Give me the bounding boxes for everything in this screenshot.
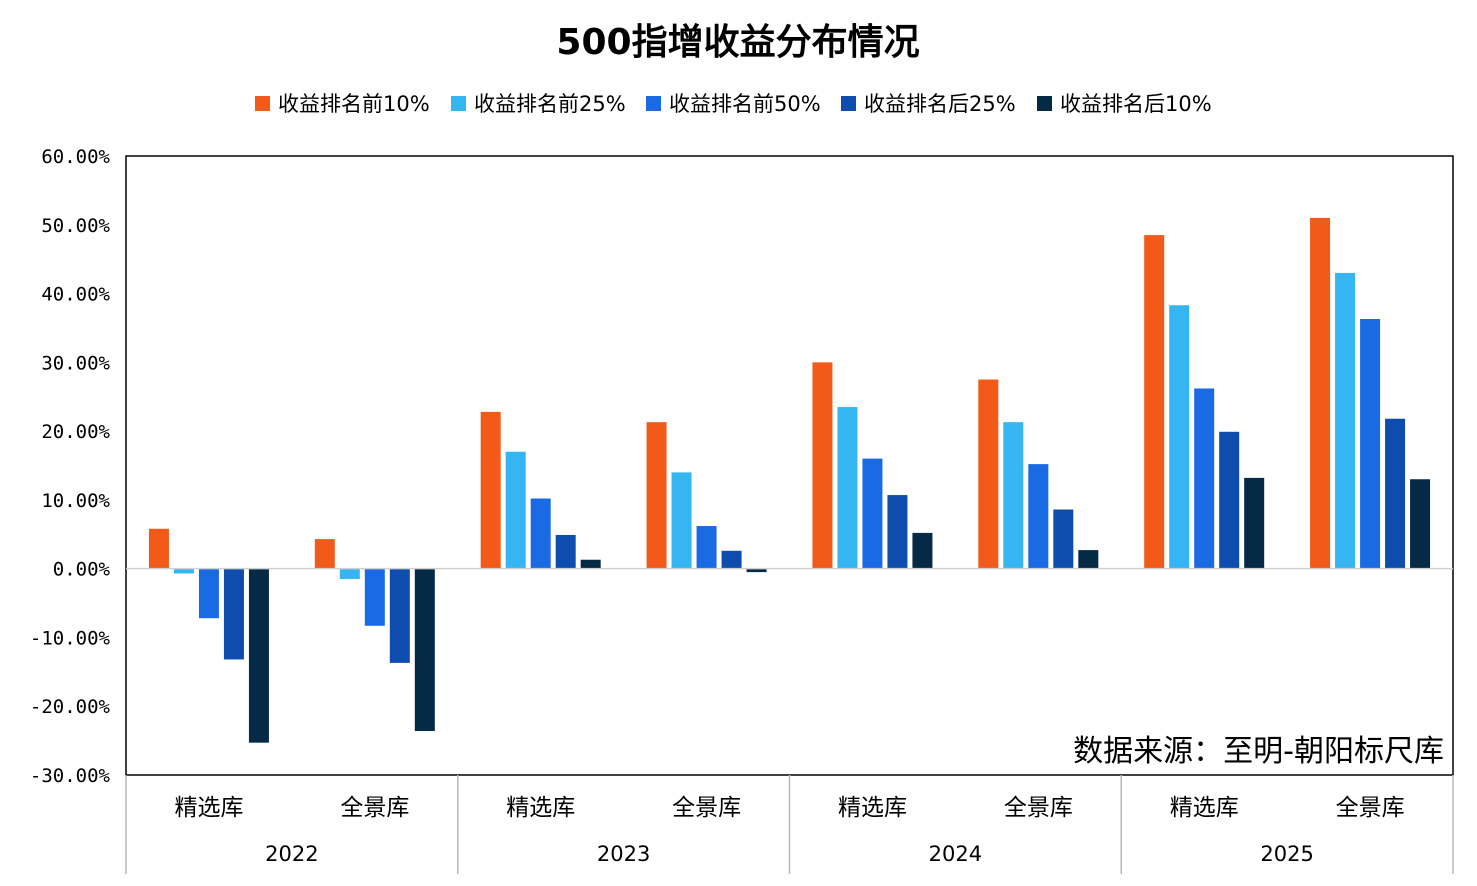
- bar: [198, 568, 219, 619]
- category-label: 精选库: [174, 795, 243, 821]
- category-label: 全景库: [340, 795, 409, 821]
- bar: [887, 495, 908, 569]
- legend-swatch: [1037, 96, 1052, 111]
- x-axis: 精选库 全景库 精选库 全景库 精选库 全景库 精选库 全景库 2022 2023 2024 2025: [125, 775, 1454, 874]
- year-label: 2024: [929, 842, 982, 866]
- y-tick-label: 20.00%: [41, 421, 110, 443]
- bar: [148, 528, 169, 569]
- bar: [1335, 272, 1356, 569]
- bar: [746, 568, 767, 573]
- y-tick-label: 60.00%: [41, 146, 110, 168]
- bar: [978, 379, 999, 569]
- y-tick-label: -20.00%: [30, 696, 111, 718]
- legend-swatch: [841, 96, 856, 111]
- bar: [1003, 422, 1024, 569]
- bar: [248, 568, 269, 743]
- bar: [1385, 418, 1406, 569]
- bar: [812, 362, 833, 569]
- bar: [696, 526, 717, 569]
- source-note: 数据来源：至明-朝阳标尺库: [1073, 734, 1444, 769]
- bar: [1410, 479, 1431, 569]
- plot-area: [125, 155, 1454, 776]
- bar: [555, 534, 576, 569]
- y-tick-label: -30.00%: [30, 765, 111, 787]
- bar: [1078, 550, 1099, 569]
- bar: [1194, 388, 1215, 569]
- legend-label: 收益排名后10%: [1060, 92, 1212, 116]
- bar: [1310, 217, 1331, 569]
- bar: [364, 568, 385, 626]
- category-label: 全景库: [672, 795, 741, 821]
- bar: [671, 472, 692, 569]
- plot-frame: [125, 155, 1454, 776]
- category-label: 全景库: [1004, 795, 1073, 821]
- category-label: 全景库: [1336, 795, 1405, 821]
- y-tick-label: 40.00%: [41, 284, 110, 306]
- legend-label: 收益排名前50%: [669, 92, 821, 116]
- legend-label: 收益排名后25%: [864, 92, 1016, 116]
- bar: [1169, 305, 1190, 569]
- bar: [1053, 509, 1074, 569]
- bar: [339, 568, 360, 579]
- bar: [414, 568, 435, 731]
- y-tick-label: 50.00%: [41, 215, 110, 237]
- y-axis: 60.00% 50.00% 40.00% 30.00% 20.00% 10.00% 0.00…: [30, 146, 111, 787]
- legend-label: 收益排名前10%: [278, 92, 430, 116]
- legend-swatch: [646, 96, 661, 111]
- bar: [837, 407, 858, 569]
- y-tick-label: 30.00%: [41, 352, 110, 374]
- legend: 收益排名前10% 收益排名前25% 收益排名前50% 收益排名后25% 收益排名后10%: [255, 92, 1212, 116]
- y-tick-label: -10.00%: [30, 627, 111, 649]
- bar: [1219, 431, 1240, 569]
- bar: [389, 568, 410, 663]
- bar: [580, 559, 601, 569]
- year-label: 2022: [265, 842, 318, 866]
- legend-label: 收益排名前25%: [474, 92, 626, 116]
- bar: [530, 498, 551, 569]
- category-label: 精选库: [838, 795, 907, 821]
- bar: [505, 451, 526, 569]
- bar: [1244, 477, 1265, 569]
- bar: [223, 568, 244, 660]
- legend-swatch: [451, 96, 466, 111]
- year-label: 2025: [1260, 842, 1313, 866]
- bar: [173, 568, 194, 574]
- year-label: 2023: [597, 842, 650, 866]
- bar: [1028, 464, 1049, 569]
- bar: [912, 532, 933, 569]
- bar: [1144, 235, 1165, 569]
- y-tick-label: 0.00%: [53, 559, 111, 581]
- bar: [646, 422, 667, 569]
- bar: [314, 539, 335, 569]
- bar: [1360, 319, 1381, 569]
- category-label: 精选库: [506, 795, 575, 821]
- chart-title: 500指增收益分布情况: [556, 22, 919, 63]
- y-tick-label: 10.00%: [41, 490, 110, 512]
- bar: [480, 411, 501, 569]
- bar: [862, 458, 883, 569]
- legend-swatch: [255, 96, 270, 111]
- category-label: 精选库: [1170, 795, 1239, 821]
- bar: [721, 550, 742, 569]
